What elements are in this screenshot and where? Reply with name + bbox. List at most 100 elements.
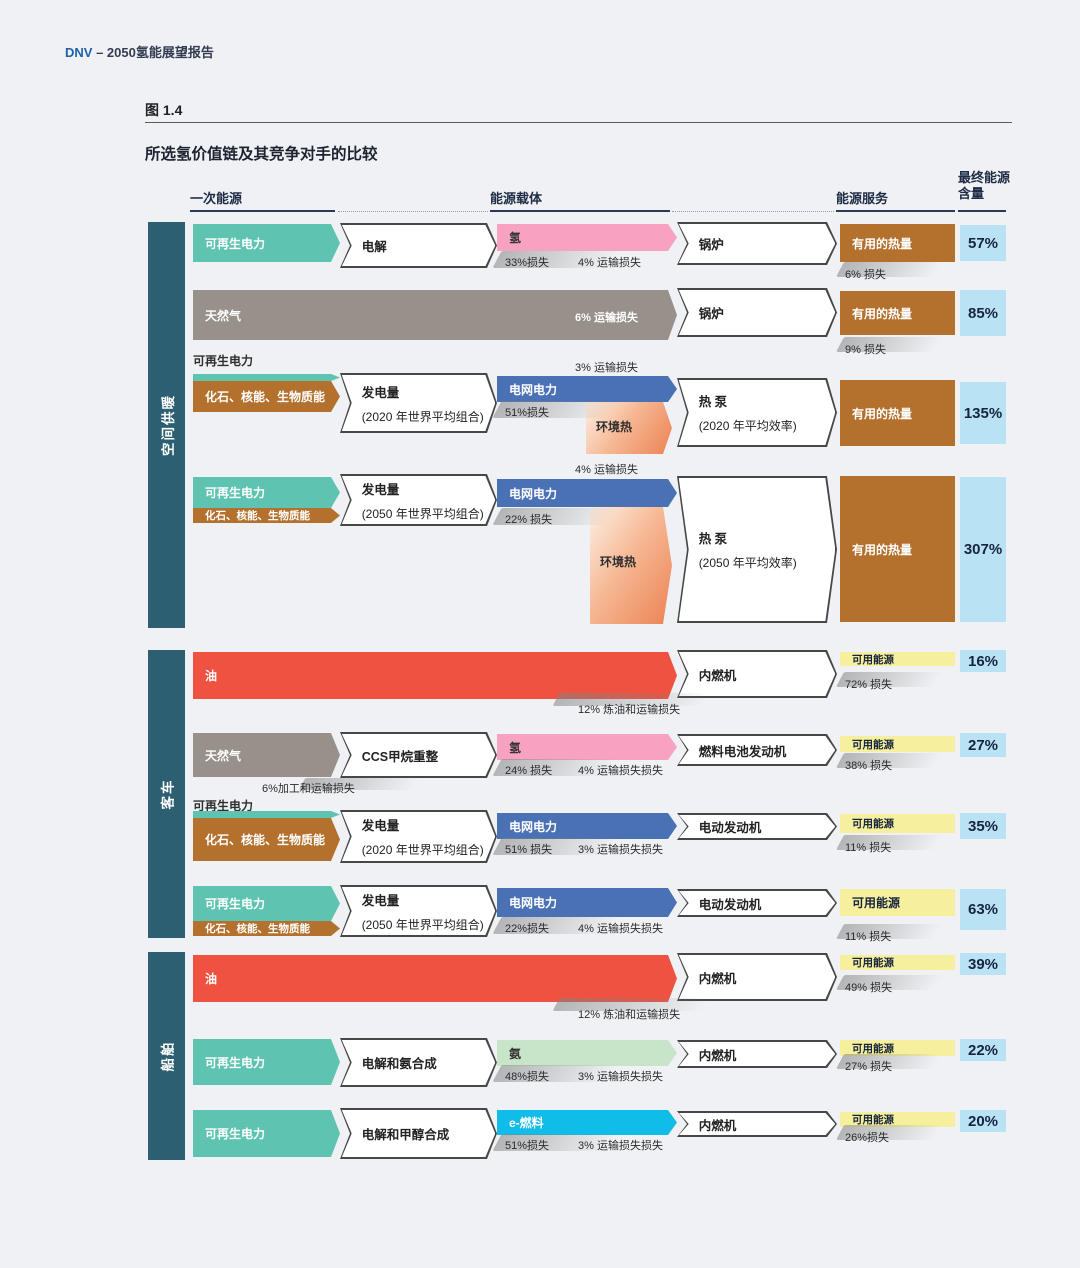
conversion-loss-label: 22%损失 [505,923,550,935]
process-box: 电解 [340,223,497,268]
carrier-bar: 氨 [497,1040,677,1066]
output-bar-label: 可用能源 [852,738,894,751]
carrier-bar-label: 氨 [509,1046,522,1061]
process-box-title: CCS甲烷重整 [361,749,439,764]
result-value: 57% [960,225,1006,261]
process-box-title: 发电量 [361,893,400,908]
header-dotted-line [338,211,488,212]
primary-bar-label: 可再生电力 [205,236,266,251]
primary-bar-label: 化石、核能、生物质能 [205,923,310,935]
carrier-bar: 氢 [497,224,677,251]
header-dotted-line [672,211,834,212]
service-box-title: 热 泵 [698,395,728,409]
service-box: 电动发动机 [677,889,837,917]
output-bar: 可用能源 [840,652,955,666]
header-underline [836,210,955,212]
process-box-inner: 电解和氨合成 [342,1040,496,1086]
section-bar-ships: 船舶 [148,952,185,1160]
process-box-inner: 电解 [342,225,496,267]
output-bar-label: 有用的热量 [852,236,913,251]
process-box: 电解和氨合成 [340,1038,497,1087]
process-box-title: 电解 [361,240,387,254]
result-value: 63% [960,889,1006,930]
process-box-title: 发电量 [361,819,400,833]
conversion-loss-label: 4% 运输损失损失 [578,765,663,777]
output-bar-label: 可用能源 [852,957,894,969]
section-bar-space-heating: 空间供暖 [148,222,185,628]
service-box-title: 热 泵 [698,532,728,546]
primary-bar: 可再生电力 [193,224,340,262]
conversion-loss-label: 33%损失 [505,257,550,269]
conversion-loss-label: 51%损失 [505,407,550,419]
output-loss-label: 72% 损失 [845,679,893,691]
carrier-bar-label: 电网电力 [509,486,558,501]
process-box-title: 发电量 [361,482,400,497]
service-box-title: 电动发动机 [698,821,762,835]
carrier-bar: 电网电力 [497,888,677,917]
service-box: 电动发动机 [677,813,837,840]
service-box: 锅炉 [677,288,837,337]
figure-label: 图 1.4 [145,102,183,118]
primary-note: 可再生电力 [193,354,254,368]
output-bar-label: 可用能源 [852,1114,894,1126]
service-box-inner: 内燃机 [679,1042,836,1067]
output-bar: 可用能源 [840,736,955,752]
service-box-inner: 锅炉 [679,224,836,264]
primary-wide-bar: 天然气 6% 运输损失 [193,290,677,340]
result-value: 35% [960,813,1006,839]
service-box: 内燃机 [677,1040,837,1068]
output-loss-label: 38% 损失 [845,760,893,772]
carrier-bar-label: 氢 [509,231,522,245]
process-box-subtitle: (2020 年世界平均组合) [361,843,484,857]
figure-rule [145,122,1012,123]
process-box: 发电量 (2050 年世界平均组合) [340,474,497,526]
conversion-loss-label: 51%损失 [505,1140,550,1152]
carrier-bar-label: e-燃料 [509,1116,544,1130]
result-value: 135% [960,382,1006,444]
section-label: 客车 [160,778,176,810]
output-bar: 可用能源 [840,1112,955,1127]
primary-bar: 化石、核能、生物质能 [193,921,340,936]
output-bar-label: 可用能源 [852,896,901,910]
primary-bar-label: 化石、核能、生物质能 [205,390,326,404]
output-bar: 可用能源 [840,955,955,970]
output-loss-label: 11% 损失 [845,931,892,943]
service-box-inner: 热 泵 (2020 年平均效率) [679,380,836,446]
conversion-loss-label: 3% 运输损失损失 [578,844,663,856]
header-underline [490,210,670,212]
service-box-title: 内燃机 [698,1118,737,1133]
primary-bar: 可再生电力 [193,477,340,508]
service-box-title: 内燃机 [698,668,737,683]
process-box: CCS甲烷重整 [340,732,497,778]
primary-bar-label: 可再生电力 [205,1127,266,1141]
service-box-title: 燃料电池发动机 [698,744,787,759]
header-underline [958,210,1006,212]
primary-wide-bar: 油 [193,652,677,699]
output-bar-label: 有用的热量 [852,306,913,321]
process-box-title: 电解和氨合成 [361,1057,437,1071]
process-box-inner: CCS甲烷重整 [342,734,496,777]
service-box-subtitle: (2050 年平均效率) [698,556,797,570]
service-box-title: 锅炉 [698,238,724,252]
carrier-bar-label: 电网电力 [509,896,558,910]
process-box-inner: 发电量 (2050 年世界平均组合) [342,887,496,936]
output-bar-label: 有用的热量 [852,406,913,421]
process-box-subtitle: (2020 年世界平均组合) [361,409,484,424]
service-box: 内燃机 [677,650,837,698]
output-loss-label: 49% 损失 [845,982,893,994]
process-box-inner: 发电量 (2020 年世界平均组合) [342,375,496,432]
service-box-inner: 锅炉 [679,290,836,336]
output-loss-label: 27% 损失 [845,1061,893,1073]
output-bar-label: 可用能源 [852,818,894,830]
process-box-title: 电解和甲醇合成 [361,1128,450,1142]
result-value: 85% [960,290,1006,336]
process-box: 发电量 (2020 年世界平均组合) [340,373,497,433]
carrier-bar: 电网电力 [497,813,677,839]
conversion-loss-label: 4% 运输损失 [578,257,641,269]
carrier-bar: 电网电力 [497,376,677,402]
primary-bar: 化石、核能、生物质能 [193,818,340,861]
brand-logo-text: DNV [65,45,93,60]
primary-bar-label: 化石、核能、生物质能 [205,833,326,847]
column-header-primary-energy: 一次能源 [190,191,243,206]
